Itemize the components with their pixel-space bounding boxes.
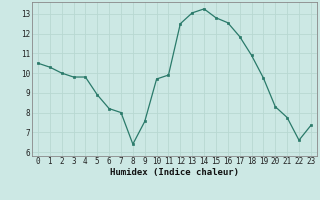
X-axis label: Humidex (Indice chaleur): Humidex (Indice chaleur) <box>110 168 239 177</box>
